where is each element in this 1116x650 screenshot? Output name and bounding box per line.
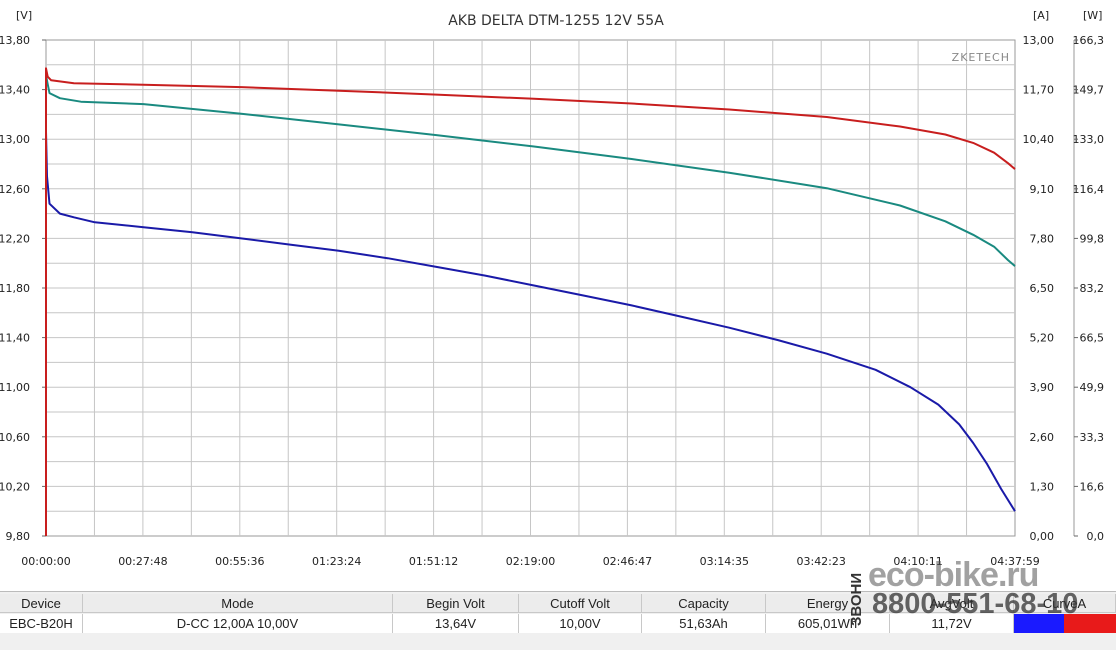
right-w-tick-label: 49,9 [1080, 381, 1105, 394]
curve-color-swatch [1014, 614, 1064, 633]
right-a-tick-label: 6,50 [1030, 282, 1055, 295]
x-tick-label: 02:46:47 [603, 555, 652, 568]
left-tick-label: 10,20 [0, 480, 30, 493]
table-header-cell: Cutoff Volt [519, 594, 642, 613]
right-a-tick-label: 11,70 [1023, 84, 1055, 97]
axis-ticks: 13,80 13,40 13,00 12,60 12,20 11,80 11,40 11,00… [0, 34, 1104, 568]
left-axis-unit: [V] [16, 9, 32, 22]
x-tick-label: 00:55:36 [215, 555, 264, 568]
right-a-tick-label: 2,60 [1030, 431, 1055, 444]
right-a-tick-label: 1,30 [1030, 480, 1055, 493]
right-w-tick-label: 83,2 [1080, 282, 1105, 295]
x-tick-label: 00:27:48 [118, 555, 167, 568]
x-tick-label: 02:19:00 [506, 555, 555, 568]
right-w-tick-label: 16,6 [1080, 480, 1105, 493]
zketech-logo: ZKETECH [952, 51, 1010, 64]
discharge-chart: AKB DELTA DTM-1255 12V 55A [V] [A] [W] 1… [0, 9, 1104, 568]
series-line-3 [45, 67, 1016, 536]
table-header-cell: Capacity [642, 594, 766, 613]
right-w-tick-label: 33,3 [1080, 431, 1105, 444]
left-tick-label: 11,00 [0, 381, 30, 394]
right-w-tick-label: 149,7 [1073, 84, 1105, 97]
right-axis-w-unit: [W] [1083, 9, 1102, 22]
curve-color-swatch [1064, 614, 1116, 633]
table-header-cell: Mode [83, 594, 393, 613]
series-line-1 [45, 130, 1016, 536]
grid [45, 39, 1016, 537]
x-tick-label: 04:37:59 [990, 555, 1039, 568]
x-tick-label: 01:51:12 [409, 555, 458, 568]
left-tick-label: 13,80 [0, 34, 30, 47]
x-tick-label: 03:42:23 [796, 555, 845, 568]
right-a-tick-label: 7,80 [1030, 232, 1055, 245]
left-tick-label: 9,80 [6, 530, 31, 543]
left-tick-label: 13,00 [0, 133, 30, 146]
x-tick-label: 00:00:00 [21, 555, 70, 568]
table-header-cell: AvgVolt [890, 594, 1014, 613]
watermark-call-text: ЗВОНИ [848, 572, 865, 626]
right-w-tick-label: 0,0 [1087, 530, 1105, 543]
right-w-tick-label: 116,4 [1073, 183, 1105, 196]
table-header-cell: Begin Volt [393, 594, 519, 613]
left-tick-label: 11,40 [0, 332, 30, 345]
x-tick-label: 01:23:24 [312, 555, 361, 568]
table-value-cell: 11,72V [890, 614, 1014, 633]
watermark-site: eco-bike.ru [868, 556, 1039, 594]
right-a-tick-label: 5,20 [1030, 332, 1055, 345]
table-value-cell: 51,63Ah [642, 614, 766, 633]
table-value-cell: 10,00V [519, 614, 642, 633]
chart-title: AKB DELTA DTM-1255 12V 55A [448, 13, 664, 29]
right-w-tick-label: 133,0 [1073, 133, 1105, 146]
right-w-tick-label: 66,5 [1080, 332, 1105, 345]
table-value-cell: 13,64V [393, 614, 519, 633]
watermark-phone: 8800-551-68-10 [872, 588, 1079, 620]
right-w-tick-label: 166,3 [1073, 34, 1105, 47]
table-value-cell: EBC-B20H [0, 614, 83, 633]
series-lines [45, 67, 1016, 536]
table-header-cell: Device [0, 594, 83, 613]
table-value-cell: D-CC 12,00A 10,00V [83, 614, 393, 633]
left-tick-label: 12,60 [0, 183, 30, 196]
right-a-tick-label: 10,40 [1023, 133, 1055, 146]
left-tick-label: 12,20 [0, 232, 30, 245]
eco-bike-watermark: ЗВОНИ eco-bike.ru 8800-551-68-10 [848, 556, 1116, 628]
table-row: EBC-B20H D-CC 12,00A 10,00V 13,64V 10,00V 51… [0, 592, 1116, 633]
table-value-cell: 605,01Wh [766, 614, 890, 633]
left-tick-label: 11,80 [0, 282, 30, 295]
left-tick-label: 10,60 [0, 431, 30, 444]
x-tick-label: 03:14:35 [700, 555, 749, 568]
right-axis-a-unit: [A] [1033, 9, 1049, 22]
right-a-tick-label: 0,00 [1030, 530, 1055, 543]
table-header-cell: Energy [766, 594, 890, 613]
right-w-tick-label: 99,8 [1080, 232, 1105, 245]
series-line-2 [45, 74, 1016, 536]
left-tick-label: 13,40 [0, 84, 30, 97]
right-a-tick-label: 13,00 [1023, 34, 1055, 47]
x-tick-label: 04:10:11 [893, 555, 942, 568]
right-a-tick-label: 3,90 [1030, 381, 1055, 394]
right-a-tick-label: 9,10 [1030, 183, 1055, 196]
